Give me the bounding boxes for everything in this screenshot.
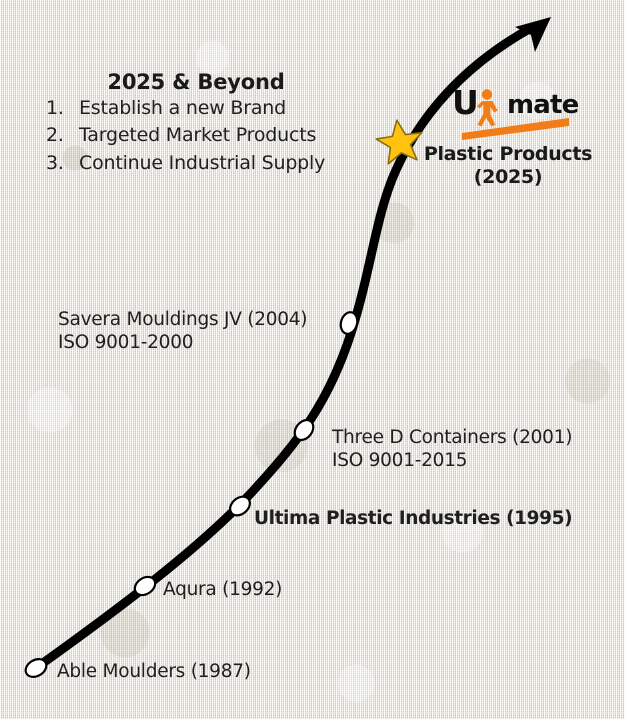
- list-item-number: 2.: [46, 124, 64, 147]
- brand-logo[interactable]: U mate: [452, 83, 579, 140]
- walking-person-icon: [477, 89, 498, 127]
- milestone-line2: ISO 9001-2000: [58, 332, 194, 353]
- timeline-node-marker[interactable]: [338, 310, 359, 336]
- arrowhead-icon: [515, 17, 551, 52]
- growth-curve-path: [31, 23, 536, 673]
- timeline-node-marker[interactable]: [226, 493, 253, 519]
- milestone-label-able-moulders-1987: Able Moulders (1987): [57, 661, 251, 682]
- timeline-node-marker[interactable]: [131, 573, 158, 599]
- timeline-node-markers: [22, 310, 359, 681]
- list-item-number: 3.: [46, 151, 64, 174]
- milestone-line1: Savera Mouldings JV (2004): [58, 309, 308, 330]
- future-plans-heading: 2025 & Beyond: [107, 70, 285, 94]
- list-item-label: Targeted Market Products: [79, 124, 317, 147]
- list-item-label: Continue Industrial Supply: [79, 151, 326, 174]
- logo-underline-bar: [462, 118, 569, 140]
- brand-year: (2025): [473, 166, 543, 188]
- milestone-line1: Ultima Plastic Industries (1995): [254, 508, 573, 529]
- list-item: 3. Continue Industrial Supply: [46, 152, 325, 175]
- list-item-label: Establish a new Brand: [79, 97, 286, 119]
- milestone-line1: Three D Containers (2001): [332, 427, 573, 448]
- brand-product-name: Plastic Products: [423, 143, 593, 165]
- milestone-label-savera-mouldings-jv-2004: Savera Mouldings JV (2004) ISO 9001-2000: [58, 309, 308, 353]
- logo-text-mate: mate: [507, 90, 579, 120]
- list-item-number: 1.: [46, 97, 64, 119]
- list-item: 2. Targeted Market Products: [46, 124, 325, 147]
- timeline-node-marker[interactable]: [291, 416, 317, 443]
- milestone-line1: Aqura (1992): [163, 579, 283, 600]
- milestone-line1: Able Moulders (1987): [57, 661, 251, 682]
- list-item: 1. Establish a new Brand: [46, 97, 325, 120]
- future-plans-list: 1. Establish a new Brand 2. Targeted Marke…: [46, 97, 325, 179]
- milestone-label-aqura-1992: Aqura (1992): [163, 579, 282, 600]
- milestone-label-ultima-plastic-industries-1995: Ultima Plastic Industries (1995): [254, 508, 573, 529]
- timeline-node-marker[interactable]: [22, 656, 49, 681]
- star-icon: [375, 119, 423, 165]
- milestone-label-three-d-containers-2001: Three D Containers (2001) ISO 9001-2015: [332, 427, 572, 471]
- logo-letter-u: U: [452, 83, 479, 122]
- milestone-line2: ISO 9001-2015: [332, 450, 468, 471]
